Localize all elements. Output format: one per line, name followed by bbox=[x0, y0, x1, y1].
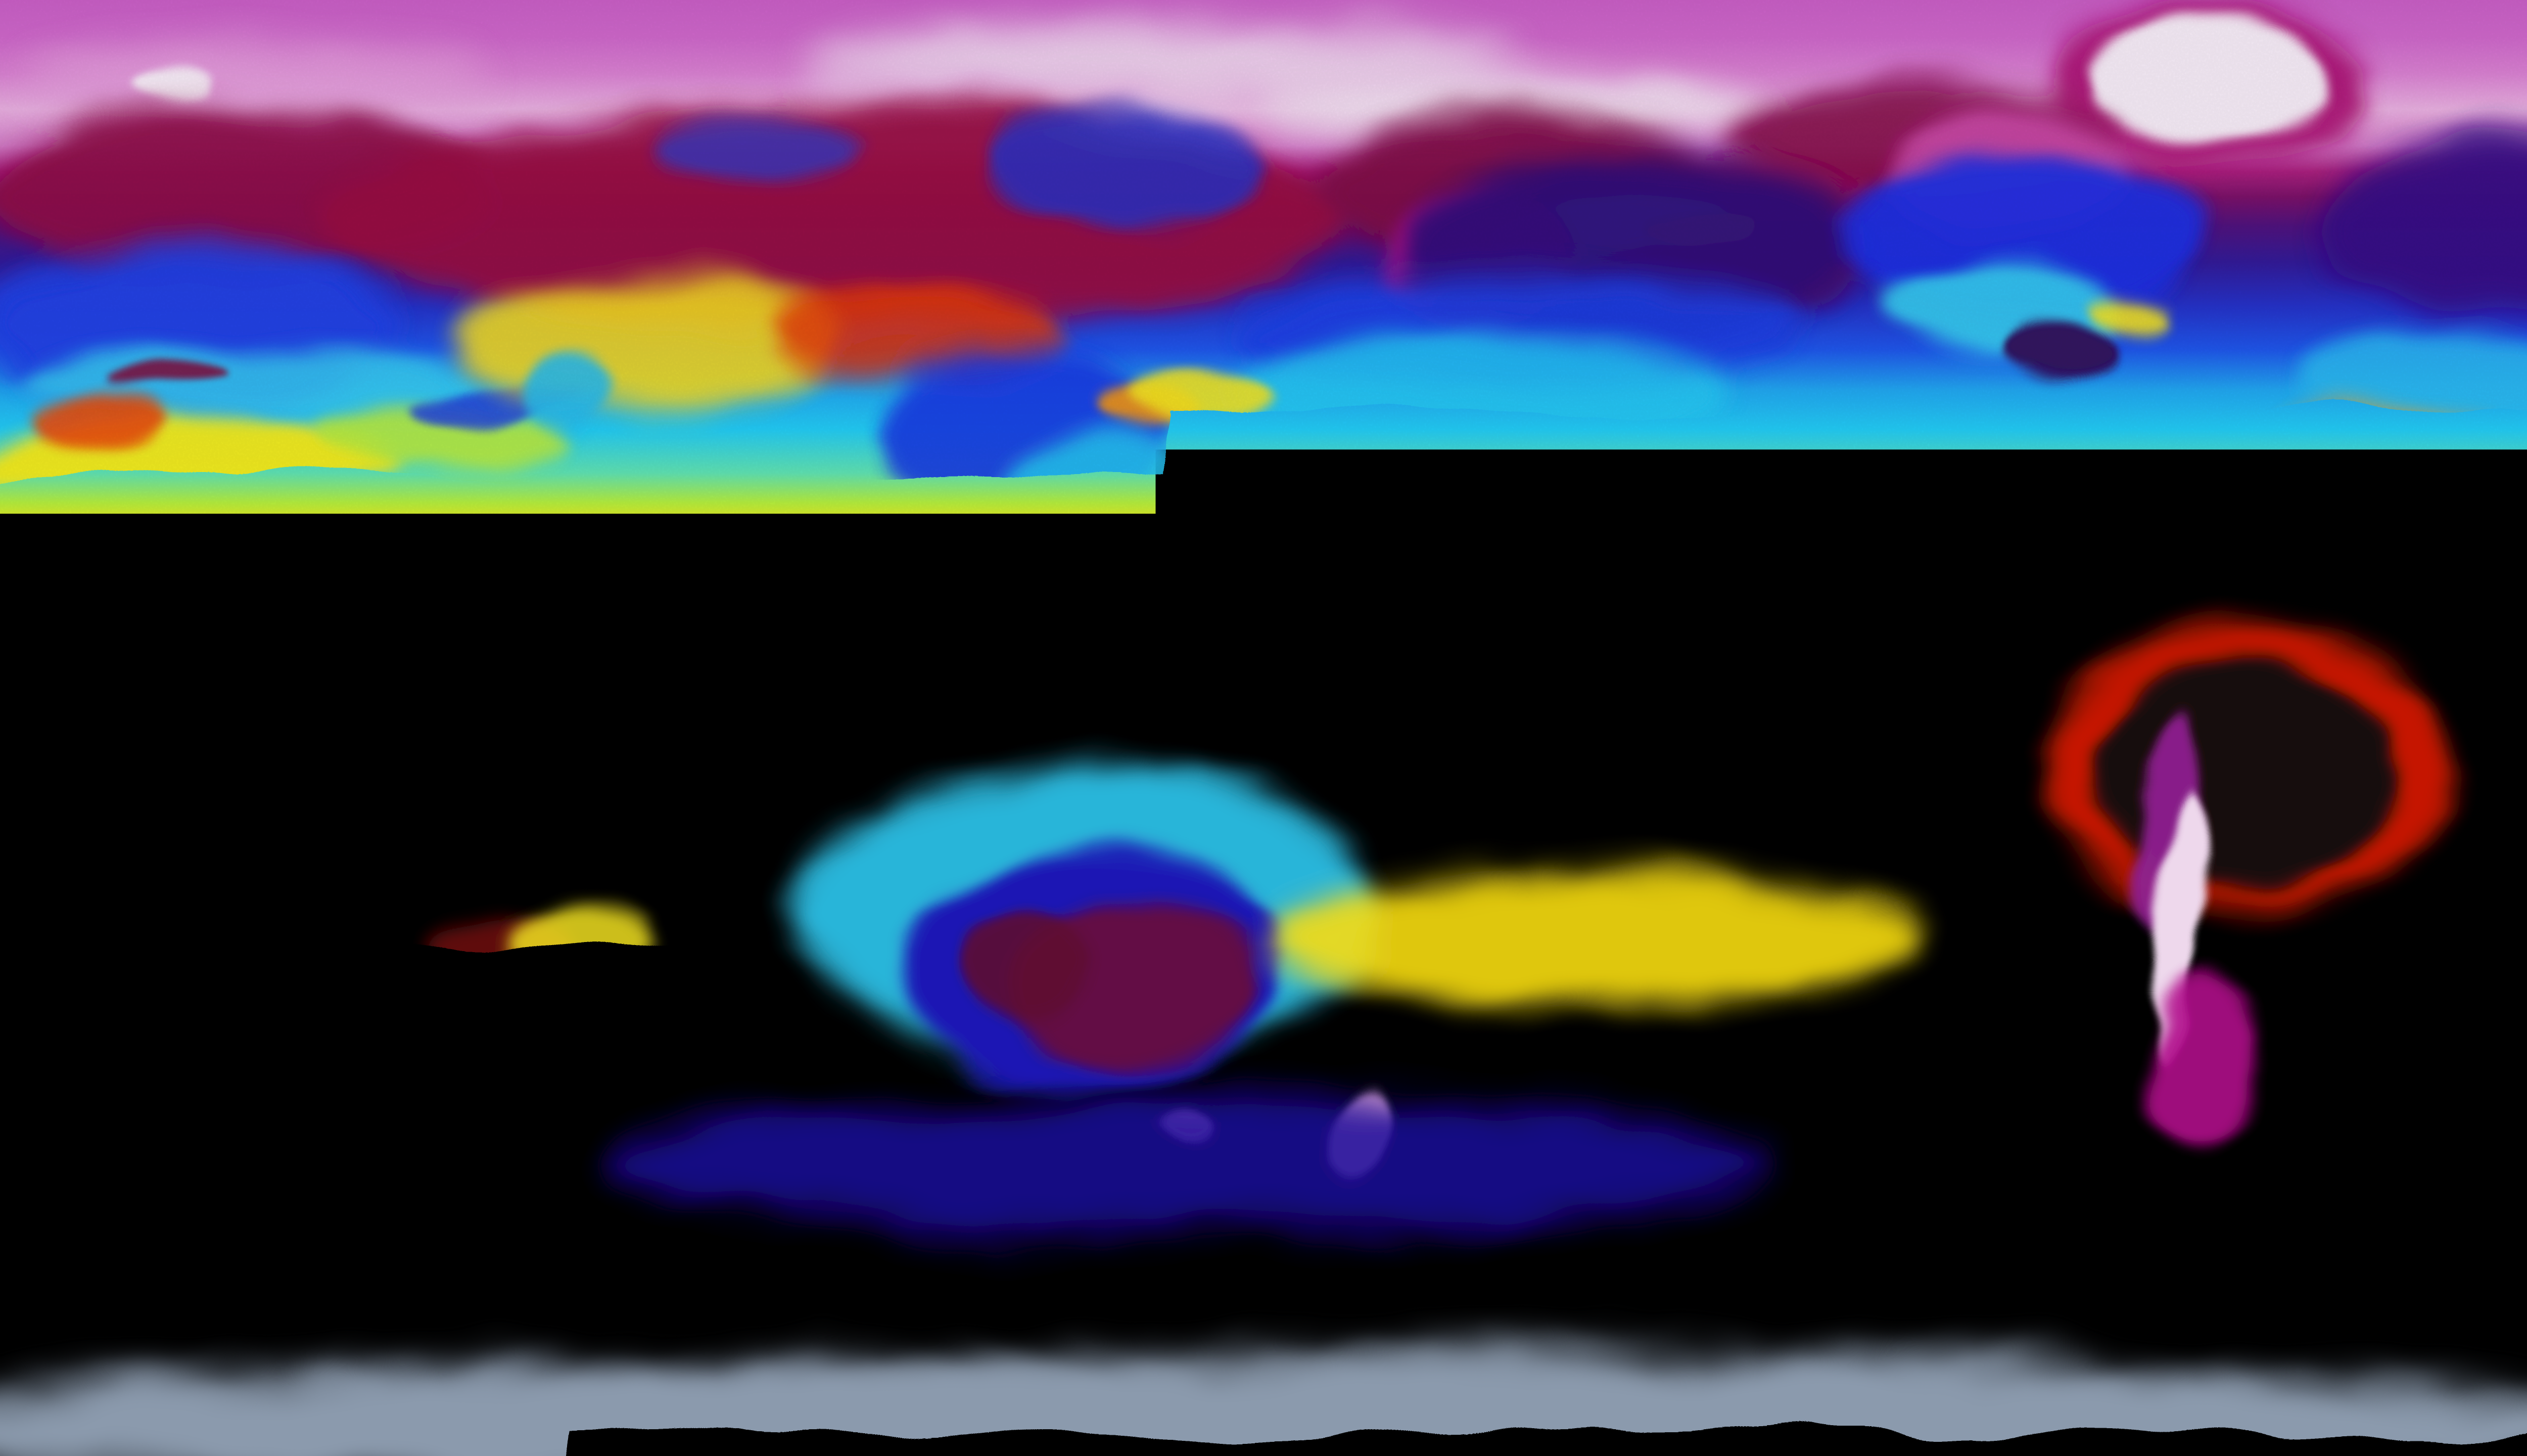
map-canvas bbox=[0, 0, 2527, 1456]
film-grain-overlay bbox=[0, 0, 2527, 1456]
global-temperature-map bbox=[0, 0, 2527, 1456]
